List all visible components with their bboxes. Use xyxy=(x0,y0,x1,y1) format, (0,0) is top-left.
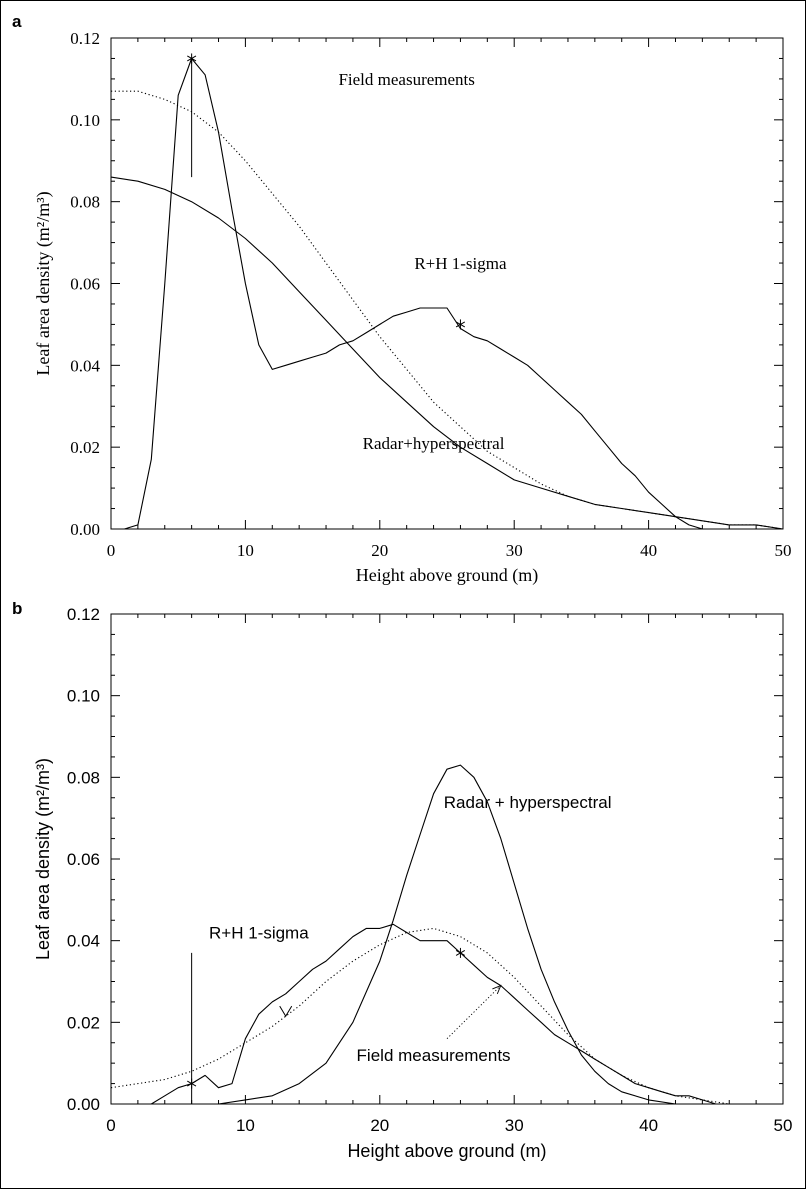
y-tick-label: 0.06 xyxy=(67,850,100,869)
series-line-field-measurements xyxy=(124,57,716,530)
asterisk-marker xyxy=(455,319,466,330)
y-tick-label: 0.04 xyxy=(70,356,100,375)
x-axis-label: Height above ground (m) xyxy=(356,565,538,586)
y-tick-label: 0.06 xyxy=(70,275,100,294)
annotation-label: Field measurements xyxy=(357,1046,511,1065)
x-tick-label: 0 xyxy=(107,541,116,560)
x-tick-label: 50 xyxy=(774,1116,793,1135)
asterisk-marker xyxy=(455,947,466,958)
plot-area xyxy=(110,613,784,1105)
y-tick-label: 0.00 xyxy=(70,520,100,539)
annotation-label: R+H 1-sigma xyxy=(209,924,309,943)
annotation-label: Field measurements xyxy=(338,70,474,89)
x-tick-label: 30 xyxy=(506,541,523,560)
marker-stroke xyxy=(187,1080,197,1087)
annotation-arrow-head xyxy=(492,984,502,995)
x-tick-label: 10 xyxy=(236,1116,255,1135)
y-tick-label: 0.12 xyxy=(67,605,100,624)
series-line-radar-hyperspectral xyxy=(164,764,757,1105)
x-tick-label: 0 xyxy=(106,1116,115,1135)
plot-area xyxy=(110,37,784,530)
marker-stroke xyxy=(187,55,197,62)
chevron-mark xyxy=(279,1005,293,1018)
x-tick-label: 40 xyxy=(639,1116,658,1135)
annotation-label: R+H 1-sigma xyxy=(414,254,507,273)
y-tick-label: 0.08 xyxy=(67,768,100,787)
series-line-r-h-1-sigma xyxy=(111,90,784,530)
y-tick-label: 0.02 xyxy=(67,1013,100,1032)
y-tick-label: 0.04 xyxy=(67,932,100,951)
x-tick-label: 50 xyxy=(775,541,792,560)
chart-panel-b: b 0 10 20 30 40 50 0.00 0.02 0.04 0.06 0.08 0.10 0.12… xyxy=(12,599,792,1161)
y-tick-label: 0.08 xyxy=(70,193,100,212)
y-tick-label: 0.02 xyxy=(70,438,100,457)
asterisk-marker xyxy=(187,1078,197,1089)
x-tick-label: 30 xyxy=(505,1116,524,1135)
y-tick-label: 0.10 xyxy=(67,687,100,706)
asterisk-marker xyxy=(187,53,197,64)
x-tick-label: 40 xyxy=(640,541,657,560)
marker-stroke xyxy=(455,321,466,328)
series-line-radar-hyperspectral xyxy=(110,176,784,530)
marker-stroke xyxy=(455,949,466,956)
x-tick-label: 20 xyxy=(371,541,388,560)
x-tick-label: 20 xyxy=(370,1116,389,1135)
x-axis-label: Height above ground (m) xyxy=(347,1141,546,1161)
annotation-label: Radar+hyperspectral xyxy=(363,434,505,453)
y-axis-label: Leaf area density (m²/m³) xyxy=(33,758,53,960)
y-tick-label: 0.12 xyxy=(70,29,100,48)
panel-label: a xyxy=(12,12,22,31)
y-tick-label: 0.10 xyxy=(70,111,100,130)
y-tick-label: 0.00 xyxy=(67,1095,100,1114)
chart-panel-a: a 0 10 20 30 40 50 0.00 0.02 0.04 0.06 0.08 0.10 0.12… xyxy=(12,12,792,586)
annotation-arrow xyxy=(446,985,502,1039)
panel-label: b xyxy=(12,599,22,618)
series-line-r-h-1-sigma xyxy=(110,927,783,1105)
annotation-label: Radar + hyperspectral xyxy=(444,793,612,812)
y-axis-label: Leaf area density (m²/m³) xyxy=(33,191,54,375)
x-tick-label: 10 xyxy=(237,541,254,560)
